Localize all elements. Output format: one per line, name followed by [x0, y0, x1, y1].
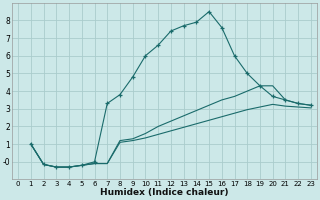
X-axis label: Humidex (Indice chaleur): Humidex (Indice chaleur) [100, 188, 229, 197]
